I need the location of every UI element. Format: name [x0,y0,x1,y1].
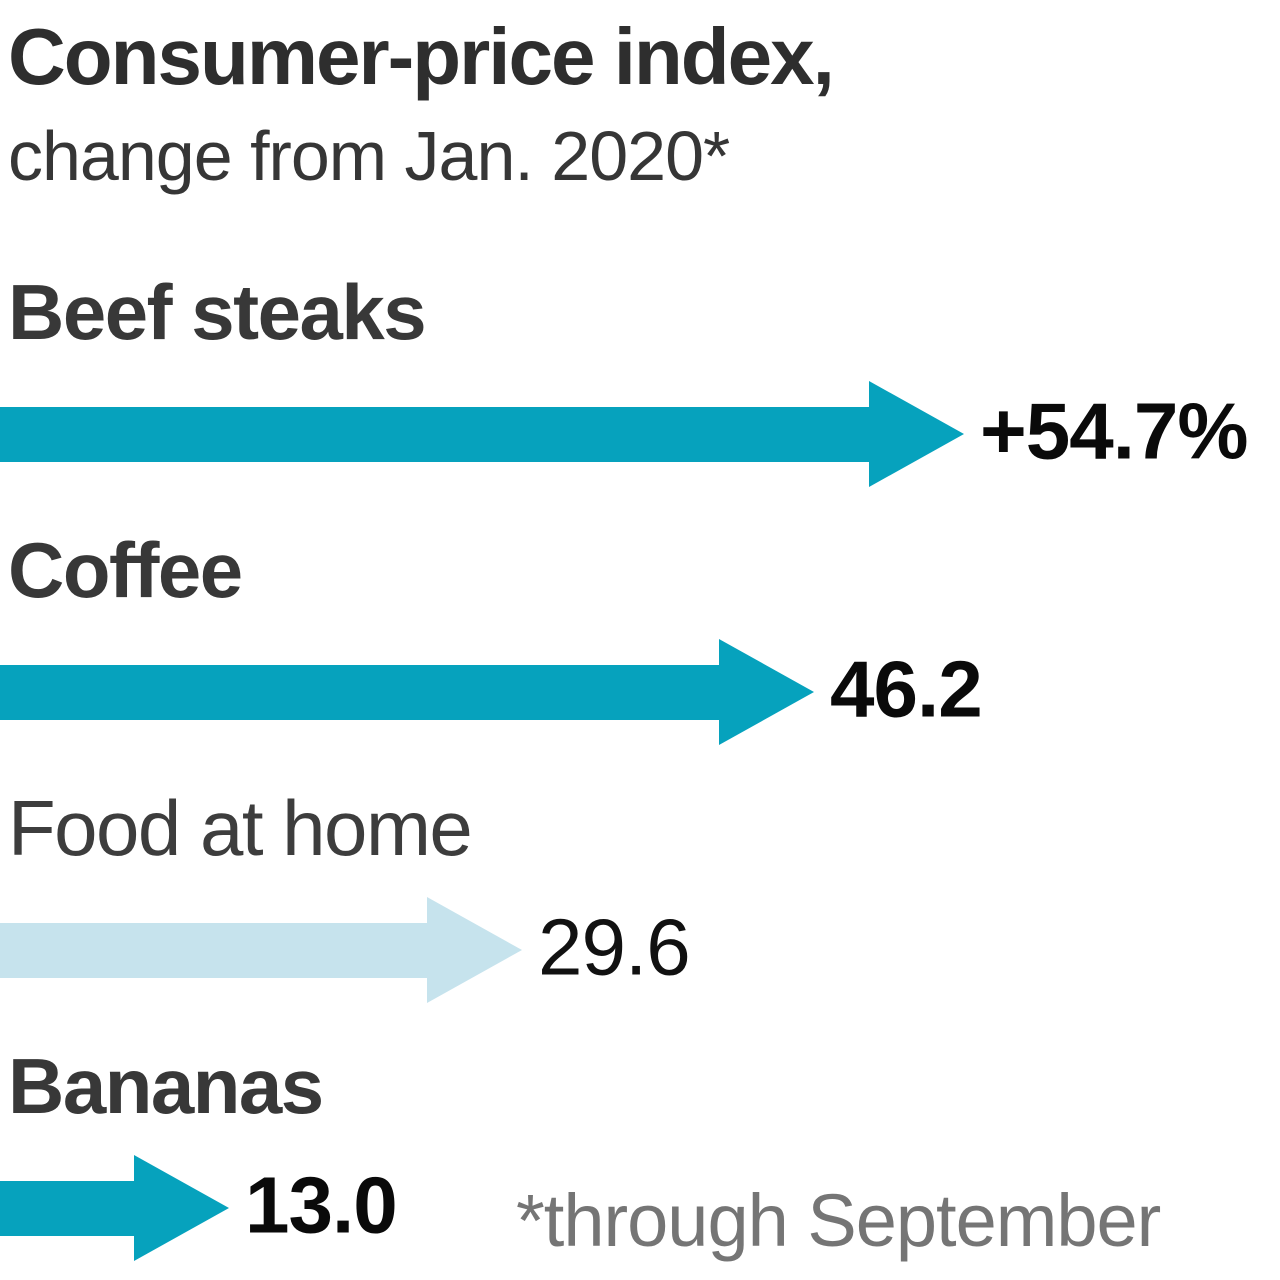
category-label: Coffee [8,526,243,614]
chart-subtitle: change from Jan. 2020* [8,117,730,195]
arrow-head-icon [869,381,964,487]
arrow-head-icon [719,639,814,745]
bar-arrow-body [0,665,719,720]
arrow-head-icon [427,897,522,1003]
chart-title: Consumer-price index, [8,12,835,101]
value-label: 13.0 [245,1160,398,1250]
bar-arrow-body [0,1181,134,1236]
value-label: 46.2 [830,644,983,734]
value-label: 29.6 [538,902,691,992]
category-label: Bananas [8,1042,324,1130]
chart-footnote: *through September [516,1179,1161,1262]
category-label: Beef steaks [8,268,427,356]
bar-arrow-body [0,923,427,978]
arrow-head-icon [134,1155,229,1261]
category-label: Food at home [8,784,473,872]
bar-arrow-body [0,407,869,462]
value-label: +54.7% [980,386,1249,476]
